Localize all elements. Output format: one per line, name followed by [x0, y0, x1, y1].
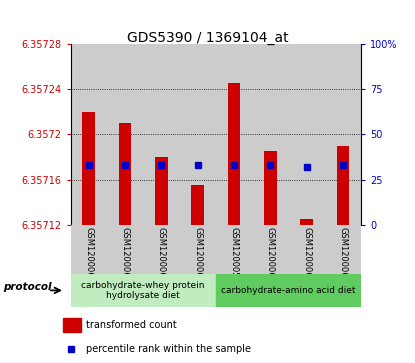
Text: GSM1200064: GSM1200064 — [120, 227, 129, 282]
Bar — [107, 225, 143, 274]
Bar — [179, 44, 216, 225]
Text: GSM1200065: GSM1200065 — [157, 227, 166, 282]
Bar — [107, 44, 143, 225]
Bar — [216, 225, 252, 274]
Bar — [252, 225, 288, 274]
Text: GSM1200066: GSM1200066 — [193, 227, 202, 282]
Text: GSM1200060: GSM1200060 — [266, 227, 275, 282]
Bar — [325, 225, 361, 274]
Bar — [155, 157, 168, 225]
Text: carbohydrate-amino acid diet: carbohydrate-amino acid diet — [221, 286, 356, 295]
Bar — [191, 185, 204, 225]
Bar — [71, 274, 216, 307]
Text: transformed count: transformed count — [86, 320, 177, 330]
Bar — [179, 225, 216, 274]
Bar — [337, 146, 349, 225]
Text: GDS5390 / 1369104_at: GDS5390 / 1369104_at — [127, 31, 288, 45]
Bar — [252, 44, 288, 225]
Bar — [143, 225, 179, 274]
Bar — [227, 83, 240, 225]
Bar — [264, 151, 277, 225]
Text: carbohydrate-whey protein
hydrolysate diet: carbohydrate-whey protein hydrolysate di… — [81, 281, 205, 300]
Bar — [325, 44, 361, 225]
Text: GSM1200062: GSM1200062 — [338, 227, 347, 282]
Text: protocol: protocol — [3, 282, 52, 292]
Bar — [63, 318, 81, 332]
Bar — [71, 225, 107, 274]
Bar — [288, 44, 325, 225]
Text: GSM1200063: GSM1200063 — [84, 227, 93, 282]
Bar — [216, 44, 252, 225]
Bar — [119, 123, 132, 225]
Bar — [288, 225, 325, 274]
Bar — [71, 44, 107, 225]
Bar — [216, 274, 361, 307]
Text: GSM1200061: GSM1200061 — [302, 227, 311, 282]
Text: percentile rank within the sample: percentile rank within the sample — [86, 344, 251, 354]
Text: GSM1200059: GSM1200059 — [229, 227, 239, 282]
Bar — [143, 44, 179, 225]
Bar — [300, 219, 313, 225]
Bar — [82, 111, 95, 225]
